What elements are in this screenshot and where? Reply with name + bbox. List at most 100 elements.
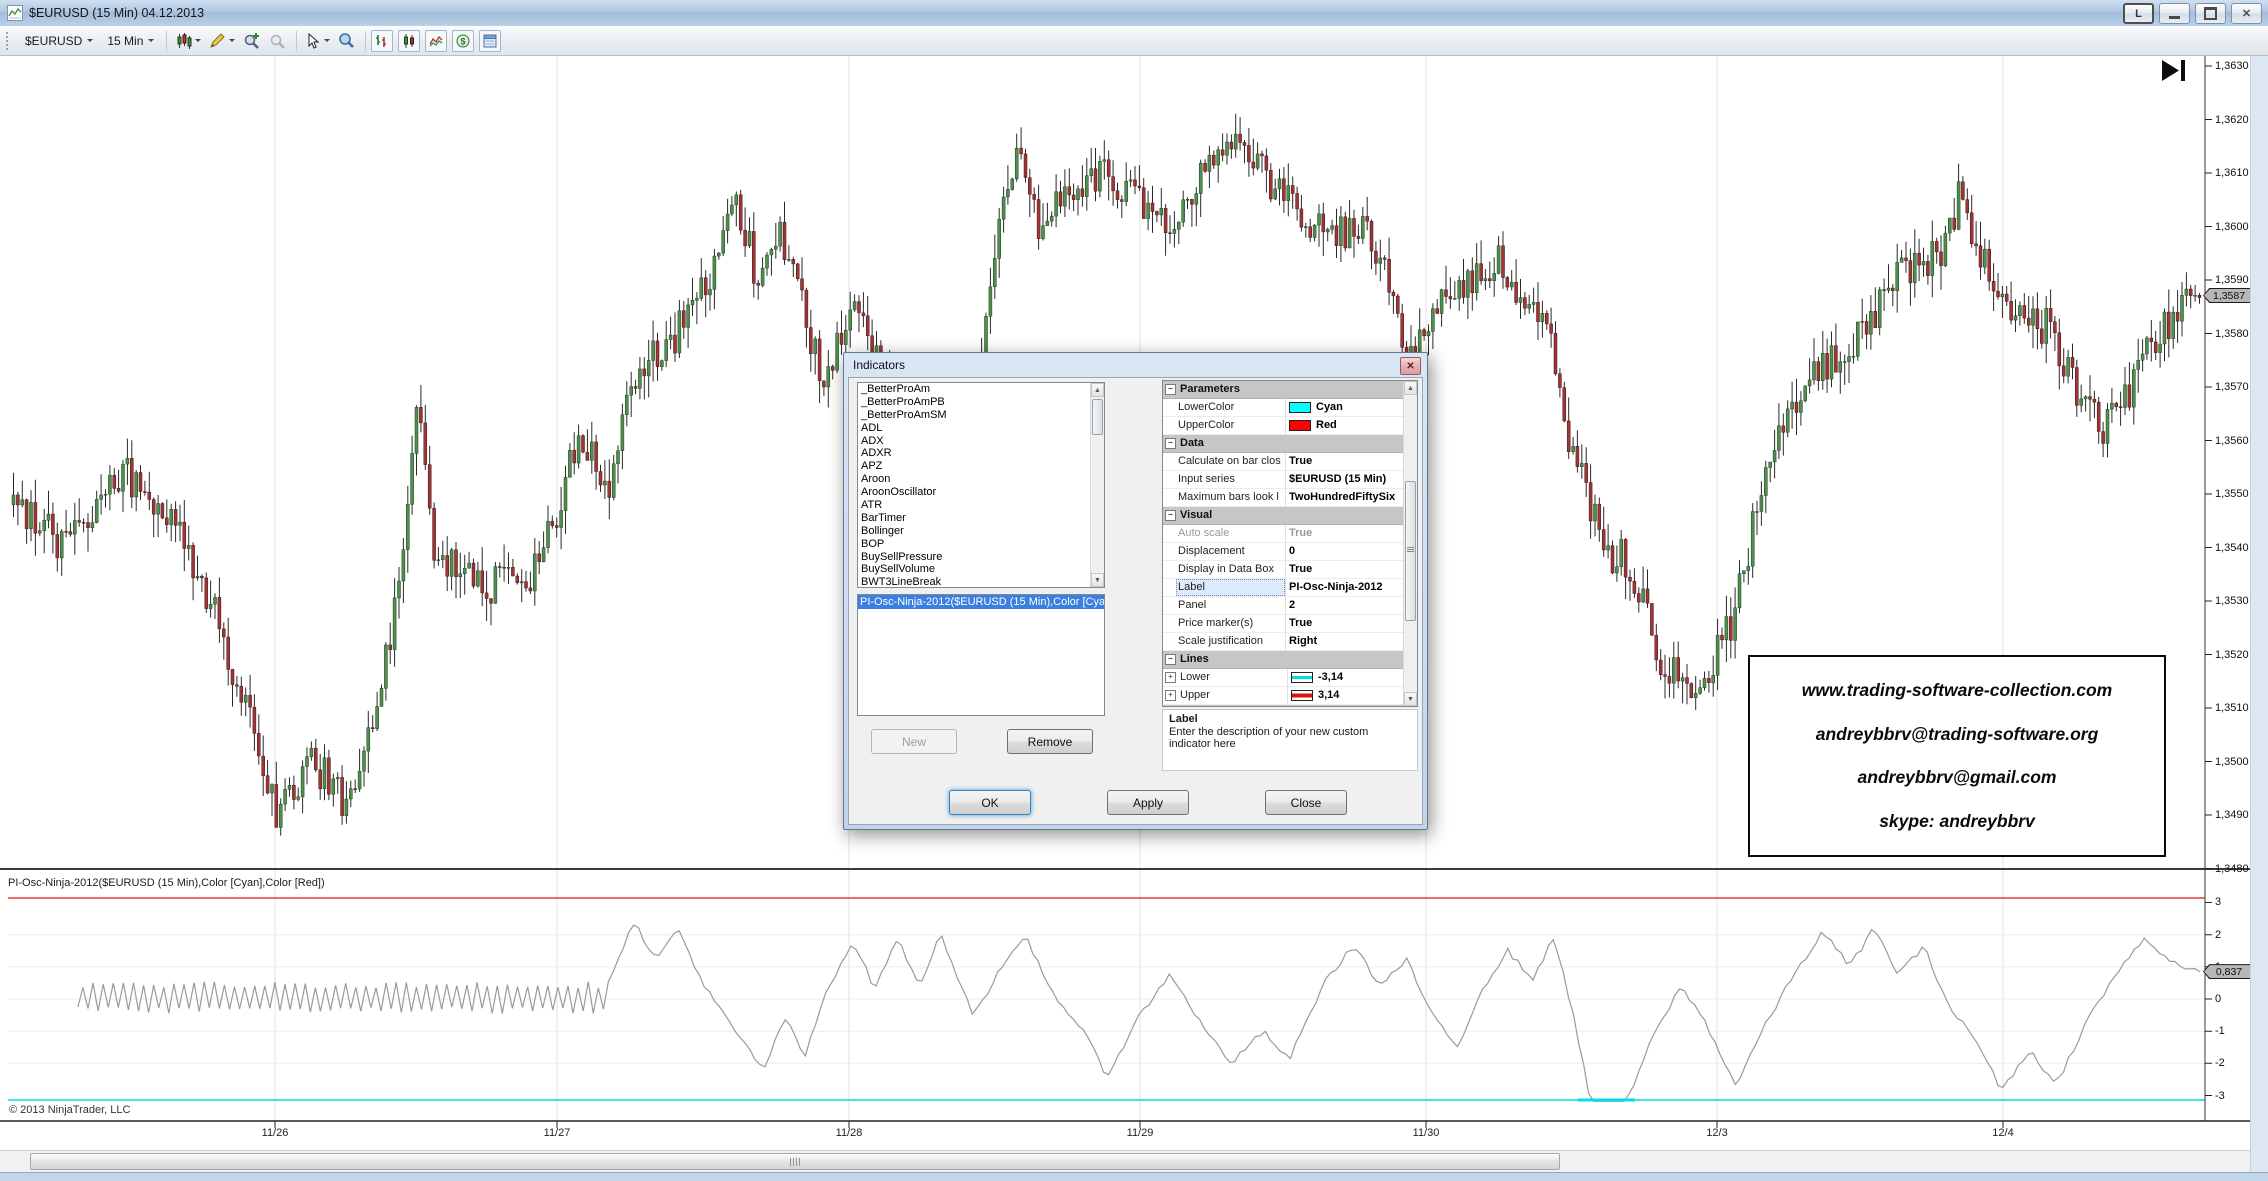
indicator-list-item[interactable]: _BetterProAm (861, 383, 931, 395)
interval-label: 15 Min (107, 33, 144, 48)
collapse-icon[interactable]: − (1165, 510, 1176, 521)
indicator-list-item[interactable]: ADX (861, 434, 884, 447)
scrollbar-grip-icon (790, 1158, 800, 1166)
indicator-list-item[interactable]: ATR (861, 499, 883, 512)
restore-button[interactable] (2195, 3, 2226, 24)
property-row-price-marker-s-[interactable]: Price marker(s) True (1163, 615, 1417, 633)
chart-properties-button[interactable] (479, 29, 502, 52)
applied-indicators-list[interactable]: PI-Osc-Ninja-2012($EURUSD (15 Min),Color… (857, 594, 1105, 716)
property-row-uppercolor[interactable]: UpperColor Red (1163, 417, 1417, 435)
property-row-input-series[interactable]: Input series $EURUSD (15 Min) (1163, 471, 1417, 489)
indicator-list-item[interactable]: _BetterProAmPB (861, 395, 945, 408)
scroll-up-icon[interactable]: ▲ (1404, 381, 1417, 395)
chart-toolbar: $EURUSD 15 Min (0, 26, 2268, 56)
indicator-list-item[interactable]: BuySellVolume (861, 563, 935, 576)
ohlc-bars-button[interactable] (371, 29, 394, 52)
property-row-display-in-data-box[interactable]: Display in Data Box True (1163, 561, 1417, 579)
indicator-list-item[interactable]: BuySellPressure (861, 550, 943, 563)
instrument-selector[interactable]: $EURUSD (18, 31, 100, 51)
indicator-list-item[interactable]: ADL (861, 421, 883, 434)
scrollbar-thumb[interactable] (30, 1153, 1560, 1170)
candles-style-button[interactable] (398, 29, 421, 52)
new-button[interactable]: New (871, 729, 957, 754)
property-section-data[interactable]: − Data (1163, 435, 1417, 453)
link-button[interactable]: L (2123, 3, 2154, 24)
scrollbar-thumb[interactable] (1092, 399, 1103, 435)
line-chart-button[interactable] (425, 29, 448, 52)
apply-button[interactable]: Apply (1107, 790, 1189, 815)
watermark-box: www.trading-software-collection.com andr… (1748, 655, 2166, 857)
go-to-last-bar-icon[interactable] (2160, 58, 2190, 84)
date-label: 11/27 (543, 1127, 571, 1139)
property-section-plots[interactable]: −Plots (1163, 705, 1417, 706)
property-row-auto-scale[interactable]: Auto scale True (1163, 525, 1417, 543)
property-row-label[interactable]: Label PI-Osc-Ninja-2012 (1163, 579, 1417, 597)
remove-button[interactable]: Remove (1007, 729, 1093, 754)
pencil-icon (210, 32, 226, 48)
toolbar-separator (166, 30, 168, 51)
collapse-icon[interactable]: − (1165, 384, 1176, 395)
toolbar-grip[interactable] (6, 31, 12, 50)
selected-indicator-item[interactable]: PI-Osc-Ninja-2012($EURUSD (15 Min),Color… (858, 595, 1104, 609)
grid-scrollbar[interactable]: ▲ ▼ (1403, 381, 1417, 706)
dialog-close-action-button[interactable]: Close (1265, 790, 1347, 815)
close-window-button[interactable]: ✕ (2231, 3, 2262, 24)
expand-icon[interactable]: + (1165, 672, 1176, 683)
property-row-panel[interactable]: Panel 2 (1163, 597, 1417, 615)
indicator-list-item[interactable]: APZ (861, 460, 883, 473)
oscillator-axis-label: -2 (2215, 1057, 2225, 1070)
list-scrollbar[interactable]: ▲ ▼ (1090, 383, 1104, 587)
property-row-calculate-on-bar-clos[interactable]: Calculate on bar clos True (1163, 453, 1417, 471)
chart-style-button[interactable] (172, 31, 205, 51)
dialog-close-button[interactable]: ✕ (1400, 357, 1421, 375)
interval-selector[interactable]: 15 Min (100, 31, 161, 51)
price-axis-label: 1,3510 (2215, 702, 2249, 714)
price-axis-label: 1,3610 (2215, 167, 2249, 179)
cursor-button[interactable] (302, 31, 334, 51)
indicator-list[interactable]: _BetterProAm _BetterProAmPB _BetterProAmSM… (857, 382, 1105, 588)
property-section-lines[interactable]: − Lines (1163, 651, 1417, 669)
indicator-list-item[interactable]: BarTimer (861, 511, 906, 524)
drawing-tools-button[interactable] (205, 31, 239, 51)
ok-button[interactable]: OK (949, 790, 1031, 815)
indicator-list-item[interactable]: Aroon (861, 473, 891, 486)
expand-icon[interactable]: + (1165, 690, 1176, 701)
indicator-list-item[interactable]: Bollinger (861, 524, 904, 537)
minimize-button[interactable] (2159, 3, 2190, 24)
date-label: 11/29 (1126, 1127, 1154, 1139)
pnl-display-button[interactable]: $ (452, 29, 475, 52)
indicator-list-item[interactable]: AroonOscillator (861, 486, 937, 499)
scroll-up-icon[interactable]: ▲ (1091, 383, 1104, 397)
scrollbar-thumb[interactable] (1405, 481, 1416, 621)
collapse-icon[interactable]: − (1165, 654, 1176, 665)
property-section-visual[interactable]: − Visual (1163, 507, 1417, 525)
indicator-list-item[interactable]: BOP (861, 537, 885, 550)
dialog-content: _BetterProAm _BetterProAmPB _BetterProAmSM… (848, 377, 1423, 825)
property-row-scale-justification[interactable]: Scale justification Right (1163, 633, 1417, 651)
scroll-down-icon[interactable]: ▼ (1404, 692, 1417, 706)
line-chart-icon (429, 35, 443, 46)
data-box-search-button[interactable] (334, 30, 360, 51)
bottom-edge-strip (0, 1172, 2268, 1181)
property-row-lower[interactable]: + Lower -3,14 (1163, 669, 1417, 687)
zoom-in-button[interactable] (239, 30, 265, 51)
horizontal-scrollbar[interactable] (0, 1150, 2250, 1172)
property-section-parameters[interactable]: − Parameters (1163, 381, 1417, 399)
zoom-out-button[interactable] (265, 30, 291, 51)
property-row-lowercolor[interactable]: LowerColor Cyan (1163, 399, 1417, 417)
price-axis-label: 1,3590 (2215, 274, 2249, 286)
property-row-upper[interactable]: + Upper 3,14 (1163, 687, 1417, 705)
close-icon: ✕ (2241, 8, 2252, 20)
property-grid[interactable]: − Parameters LowerColor Cyan UpperColor Red − D… (1162, 380, 1418, 707)
scroll-down-icon[interactable]: ▼ (1091, 573, 1104, 587)
price-axis-label: 1,3540 (2215, 541, 2249, 554)
candles-style-icon (404, 33, 415, 48)
property-row-displacement[interactable]: Displacement 0 (1163, 543, 1417, 561)
collapse-icon[interactable]: − (1165, 438, 1176, 449)
indicator-description: Label Enter the description of your new … (1162, 709, 1418, 771)
indicator-list-item[interactable]: ADXR (861, 447, 892, 460)
indicator-list-item[interactable]: _BetterProAmSM (861, 408, 947, 421)
indicator-list-item[interactable]: BWT3LineBreak (861, 576, 942, 588)
cyan-swatch (1289, 402, 1311, 413)
property-row-maximum-bars-look-l[interactable]: Maximum bars look l TwoHundredFiftySix (1163, 489, 1417, 507)
